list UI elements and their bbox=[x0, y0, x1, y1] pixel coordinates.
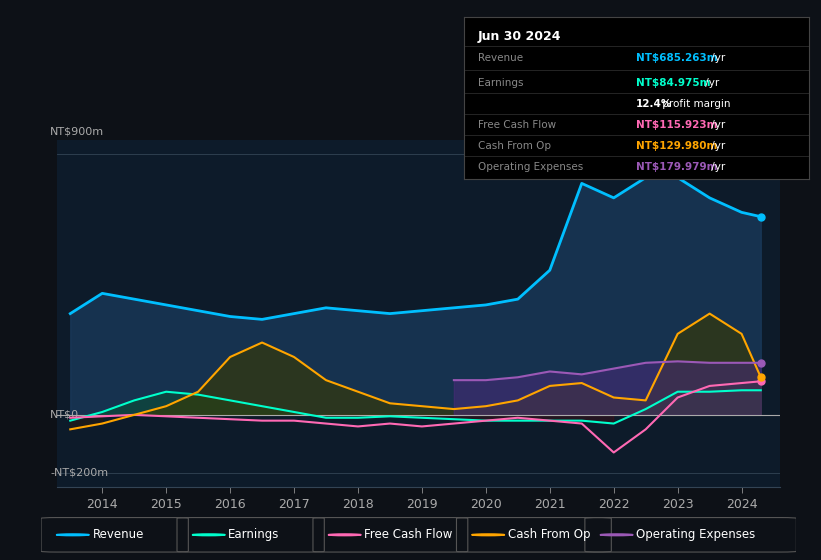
Text: Operating Expenses: Operating Expenses bbox=[478, 162, 583, 172]
Text: Cash From Op: Cash From Op bbox=[478, 141, 551, 151]
Text: Free Cash Flow: Free Cash Flow bbox=[365, 528, 452, 542]
Text: Revenue: Revenue bbox=[478, 53, 523, 63]
Text: NT$179.979m: NT$179.979m bbox=[636, 162, 718, 172]
Text: 12.4%: 12.4% bbox=[636, 99, 672, 109]
Text: Free Cash Flow: Free Cash Flow bbox=[478, 120, 556, 130]
Text: Cash From Op: Cash From Op bbox=[508, 528, 590, 542]
Text: /yr: /yr bbox=[709, 141, 726, 151]
Text: Jun 30 2024: Jun 30 2024 bbox=[478, 30, 562, 43]
Text: profit margin: profit margin bbox=[658, 99, 730, 109]
Text: NT$900m: NT$900m bbox=[50, 126, 104, 136]
Circle shape bbox=[471, 534, 505, 536]
Text: NT$685.263m: NT$685.263m bbox=[636, 53, 718, 63]
Circle shape bbox=[56, 534, 89, 536]
Text: NT$0: NT$0 bbox=[50, 410, 80, 420]
Text: Revenue: Revenue bbox=[93, 528, 144, 542]
Text: NT$129.980m: NT$129.980m bbox=[636, 141, 718, 151]
Text: Earnings: Earnings bbox=[228, 528, 280, 542]
Text: /yr: /yr bbox=[709, 53, 726, 63]
Text: /yr: /yr bbox=[702, 78, 719, 87]
Text: -NT$200m: -NT$200m bbox=[50, 468, 108, 478]
Text: /yr: /yr bbox=[709, 162, 726, 172]
Circle shape bbox=[328, 534, 361, 536]
Text: /yr: /yr bbox=[709, 120, 726, 130]
Text: Earnings: Earnings bbox=[478, 78, 523, 87]
Text: NT$84.975m: NT$84.975m bbox=[636, 78, 711, 87]
Text: Operating Expenses: Operating Expenses bbox=[636, 528, 755, 542]
Circle shape bbox=[600, 534, 633, 536]
Text: NT$115.923m: NT$115.923m bbox=[636, 120, 718, 130]
Circle shape bbox=[192, 534, 225, 536]
